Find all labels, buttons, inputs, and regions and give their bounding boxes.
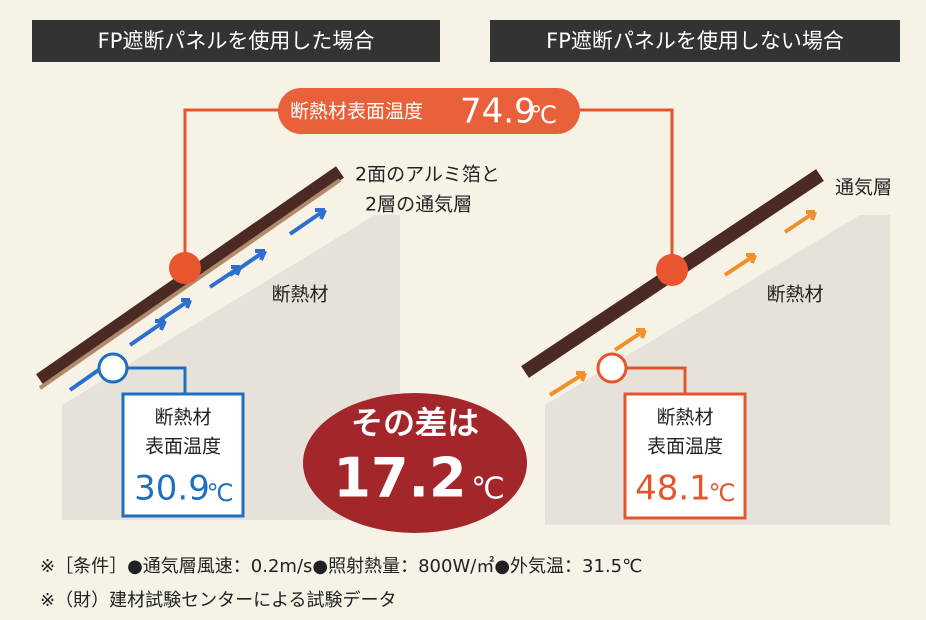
difference-label: その差は xyxy=(351,404,479,442)
box-value: 48.1 xyxy=(635,469,711,509)
box-label: 断熱材 xyxy=(656,407,713,429)
insulation-label: 断熱材 xyxy=(271,284,328,306)
temperature-box xyxy=(121,392,245,518)
measure-point xyxy=(169,252,201,284)
panel-title: FP遮断パネルを使用した場合 xyxy=(98,29,375,53)
title-bar xyxy=(32,20,440,62)
connector xyxy=(626,366,687,394)
difference-badge xyxy=(303,393,527,533)
title-bar xyxy=(490,20,900,62)
airflow-arrows xyxy=(548,210,817,397)
panel-title: FP遮断パネルを使用しない場合 xyxy=(546,29,844,53)
annotation: 2層の通気層 xyxy=(365,194,472,216)
box-value: 30.9 xyxy=(134,469,210,509)
measure-point xyxy=(656,254,688,286)
box-unit: ℃ xyxy=(207,479,234,507)
note: ※［条件］●通気層風速：0.2m/s●照射熱量：800W/㎡●外気温：31.5℃ xyxy=(40,555,642,577)
box-label: 断熱材 xyxy=(154,407,211,429)
roof-board-edge xyxy=(38,178,342,390)
note: ※（財）建材試験センターによる試験データ xyxy=(40,590,397,611)
connector xyxy=(183,108,280,268)
box-label: 表面温度 xyxy=(647,436,723,458)
difference-unit: ℃ xyxy=(471,472,505,507)
measure-point xyxy=(596,352,628,384)
difference-value: 17.2 xyxy=(333,447,466,510)
box-label: 表面温度 xyxy=(145,436,221,458)
callout-unit: ℃ xyxy=(530,101,557,129)
insulation-label: 断熱材 xyxy=(766,284,823,306)
callout xyxy=(278,88,580,134)
connector xyxy=(127,366,187,394)
temperature-box xyxy=(623,392,747,520)
annotation: 2面のアルミ箔と xyxy=(355,164,500,186)
box-unit: ℃ xyxy=(709,479,736,507)
callout-label: 断熱材表面温度 xyxy=(290,101,423,123)
measure-point xyxy=(97,352,129,384)
connector xyxy=(580,108,674,270)
callout-value: 74.9 xyxy=(460,92,536,132)
annotation: 通気層 xyxy=(835,177,892,199)
